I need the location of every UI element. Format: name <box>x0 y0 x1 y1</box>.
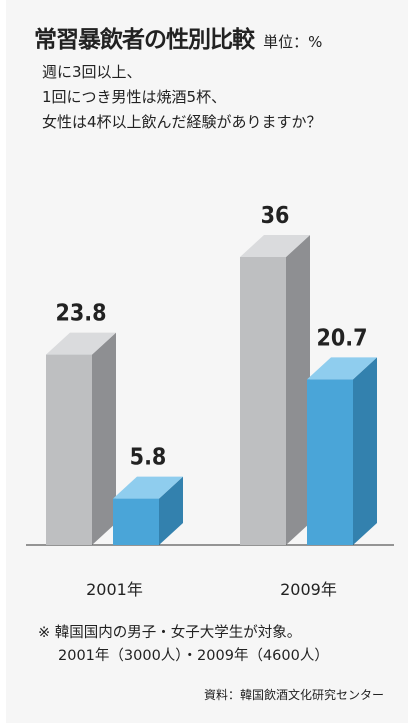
footnote: ※ 韓国国内の男子・女子大学生が対象。 2001年（3000人）・2009年（4… <box>38 622 329 668</box>
bar-top-series-2-1 <box>113 476 183 499</box>
bar-top-series-2-2 <box>307 357 377 380</box>
category-label-1: 2001年 <box>86 580 143 599</box>
bar-series-1-1 <box>46 354 92 545</box>
bar-series-2-1 <box>113 498 159 545</box>
category-label-2: 2009年 <box>280 580 337 599</box>
unit-label: 単位：% <box>263 33 323 51</box>
title-row: 常習暴飲者の性別比較 単位：% <box>34 20 322 54</box>
question-line-2: 1回につき男性は焼酒5杯、 <box>42 88 227 106</box>
question-line-3: 女性は4杯以上飲んだ経験がありますか？ <box>42 113 322 131</box>
survey-question: 週に3回以上、 1回につき男性は焼酒5杯、 女性は4杯以上飲んだ経験がありますか… <box>42 60 322 135</box>
bar-side-series-2-2 <box>353 357 377 545</box>
footnote-line-1: ※ 韓国国内の男子・女子大学生が対象。 <box>38 625 302 641</box>
value-label-series-2-1: 5.8 <box>130 445 167 471</box>
bar-side-series-2-1 <box>159 476 183 545</box>
bar-top-series-1-1 <box>46 332 116 355</box>
bar-side-series-1-1 <box>92 332 116 545</box>
value-label-series-1-1: 23.8 <box>55 301 106 327</box>
bar-series-2-2 <box>307 379 353 545</box>
footnote-line-2: 2001年（3000人）・2009年（4600人） <box>58 648 329 664</box>
value-label-series-2-2: 20.7 <box>316 325 367 351</box>
bar-series-1-2 <box>240 257 286 545</box>
value-label-series-1-2: 36 <box>261 203 290 229</box>
chart-title: 常習暴飲者の性別比較 <box>34 27 255 53</box>
bar-side-series-1-2 <box>286 235 310 545</box>
bar-chart: 23.8 5.8 2001年 36 20.7 2009年 <box>26 203 394 599</box>
bar-top-series-1-2 <box>240 235 310 257</box>
question-line-1: 週に3回以上、 <box>42 63 142 81</box>
source-credit: 資料：韓国飲酒文化研究センター <box>203 688 384 702</box>
